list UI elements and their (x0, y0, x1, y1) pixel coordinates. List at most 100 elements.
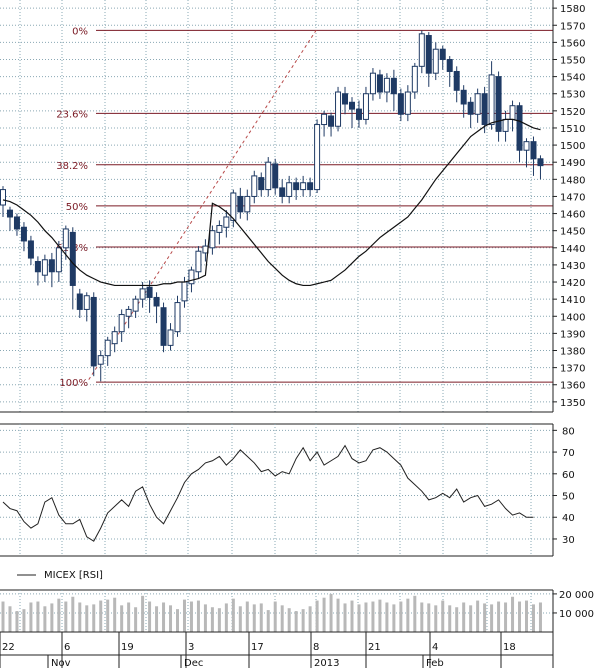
candle-body (516, 105, 523, 151)
candle (0, 186, 6, 217)
volume-bar (259, 603, 263, 632)
candle (383, 73, 390, 103)
volume-bar (176, 609, 179, 632)
candle (314, 119, 321, 194)
x-axis: 22 6 19 3 17 8 21 4 18 Nov Dec 2013 Feb (0, 632, 554, 668)
volume-bar (29, 602, 33, 632)
volume-bar (490, 604, 494, 632)
candle (502, 110, 509, 142)
y-tick-label: 1370 (560, 364, 585, 375)
rsi-legend-label: MICEX [RSI] (44, 570, 103, 581)
volume-bar (134, 607, 138, 632)
x-day-label: 3 (188, 642, 194, 653)
candle (425, 32, 432, 87)
candle-body (62, 228, 69, 249)
candle-body (69, 231, 76, 286)
candle (321, 110, 328, 137)
candle (104, 336, 111, 366)
candle (418, 30, 425, 74)
volume-bar (350, 600, 354, 632)
volume-bar (301, 609, 305, 632)
y-tick-label: 1350 (560, 398, 585, 409)
volume-bar (434, 605, 438, 632)
volume-bar (385, 602, 389, 632)
candle-body (342, 93, 349, 105)
candle-body (90, 296, 97, 367)
fib-level-label: 0% (72, 26, 88, 37)
volume-bar (224, 603, 228, 632)
candle (467, 97, 474, 128)
volume-bar (141, 595, 145, 632)
y-tick-label: 60 (562, 470, 575, 481)
y-tick-label: 1430 (560, 261, 585, 272)
price-panel: 1350 1360 1370 1380 1390 1400 1410 1420 1430 1440… (0, 0, 585, 413)
moving-average-line (2, 118, 541, 287)
trend-line (88, 28, 318, 380)
candle-body (132, 298, 139, 312)
candle-body (34, 260, 41, 273)
candle (132, 295, 139, 318)
x-day-label: 18 (503, 642, 516, 653)
candle (237, 187, 244, 219)
candle-body (279, 187, 286, 197)
volume-bar (210, 607, 214, 632)
volume-bar (64, 601, 68, 632)
y-tick-label: 1480 (560, 175, 585, 186)
candle-body (125, 308, 132, 317)
candle-body (20, 226, 27, 242)
candle (411, 62, 418, 99)
candle (439, 45, 446, 70)
volume-bar (217, 608, 221, 632)
candle (251, 170, 258, 204)
volume-bar (322, 597, 326, 632)
candle (41, 254, 48, 283)
candle-body (418, 33, 425, 67)
candle-body (265, 161, 272, 191)
candle-body (272, 163, 279, 189)
candle-body (467, 101, 474, 115)
candle (355, 100, 362, 128)
x-day-label: 8 (313, 642, 319, 653)
candle (223, 210, 230, 238)
volume-bar (329, 593, 333, 632)
candle-body (188, 269, 195, 285)
volume-panel: 10 000 20 000 (0, 589, 594, 633)
candle-body (27, 240, 34, 259)
candle (279, 179, 286, 204)
y-tick-label: 1520 (560, 107, 585, 118)
volume-bar (106, 599, 110, 632)
candle (362, 86, 369, 125)
candle (404, 85, 411, 122)
x-day-label: 22 (2, 642, 15, 653)
volume-bar (497, 601, 501, 632)
candle-body (411, 65, 418, 93)
volume-bar (448, 605, 452, 632)
fib-level-label: 23.6% (56, 109, 88, 120)
volume-bar (531, 604, 535, 632)
volume-bar (203, 604, 207, 632)
volume-bar (483, 603, 487, 632)
candle-body (83, 295, 90, 310)
candle (125, 306, 132, 329)
volume-bar (462, 602, 466, 632)
candle-body (523, 141, 530, 151)
candle-body (362, 93, 369, 120)
candle-body (251, 175, 258, 197)
candle-body (230, 192, 237, 221)
y-tick-label: 1550 (560, 55, 585, 66)
candle-body (481, 93, 488, 126)
candle (97, 350, 104, 382)
candle-body (397, 93, 404, 115)
volume-bar (196, 600, 200, 632)
candle (55, 240, 62, 283)
y-tick-label: 30 (562, 535, 575, 546)
candle (369, 68, 376, 101)
volume-bar (50, 603, 54, 632)
x-month-label: Feb (426, 658, 444, 668)
x-month-label: 2013 (314, 658, 339, 668)
volume-bar (427, 603, 431, 632)
volume-bar (231, 598, 235, 632)
candle-body (453, 70, 460, 91)
volume-bar (357, 604, 361, 632)
